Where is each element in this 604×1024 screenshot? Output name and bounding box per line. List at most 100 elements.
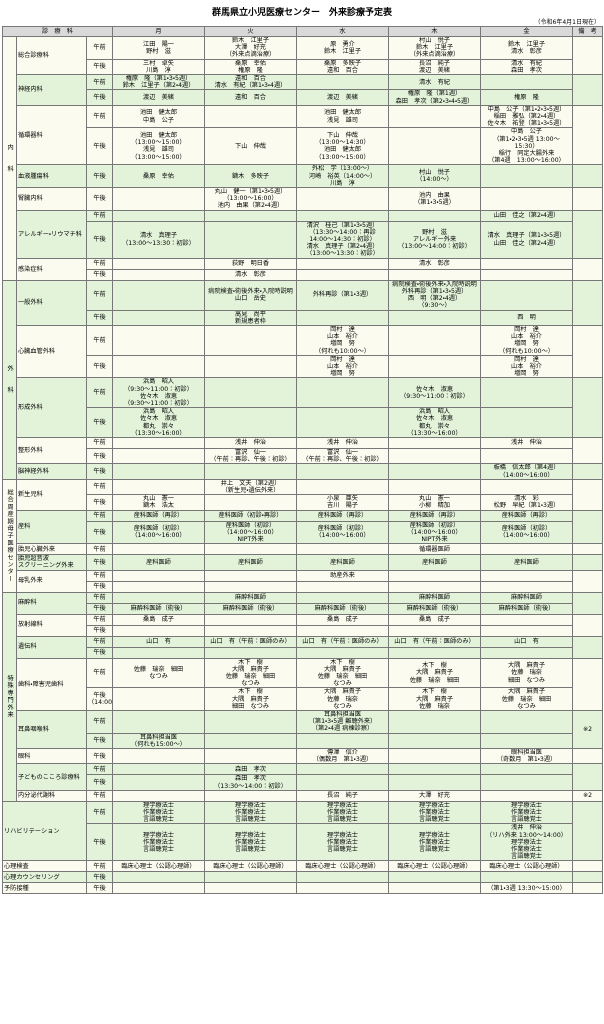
schedule-cell: 権原 隆 — [480, 89, 573, 106]
schedule-cell: 権原 隆（第1週） 森田 孝次（第2・3・4・5週） — [388, 89, 481, 106]
schedule-row: 内分泌代謝科 午前 長沼 純子 大澤 好充 ※2 — [3, 789, 603, 802]
schedule-cell: 産科医師（初診・再診） — [204, 509, 297, 522]
schedule-cell: 産科医師（初診） （14:00〜16:00） NIPT外来 — [388, 520, 481, 545]
schedule-cell — [388, 354, 481, 379]
schedule-cell — [388, 748, 481, 765]
schedule-cell: 麻酔科医師 — [480, 591, 573, 604]
schedule-cell — [296, 377, 389, 409]
schedule-cell — [112, 187, 205, 211]
schedule-cell: 臨床心理士（公認心理師） — [296, 860, 389, 873]
schedule-cell: 清水 有紀 — [388, 74, 481, 91]
remarks-cell — [572, 763, 603, 791]
session-time: 午後 — [86, 646, 113, 659]
schedule-cell — [112, 257, 205, 270]
schedule-cell — [296, 257, 389, 270]
schedule-cell — [296, 871, 389, 884]
session-time: 午前 — [86, 763, 113, 776]
session-time: 午前 — [86, 860, 113, 873]
schedule-cell — [204, 543, 297, 556]
remarks-cell — [572, 800, 603, 862]
schedule-cell — [112, 324, 205, 356]
session-time: 午後 — [86, 58, 113, 76]
schedule-cell: 循環器医師 — [388, 543, 481, 556]
schedule-cell: 清水 彰彦 — [388, 257, 481, 270]
schedule-cell — [112, 354, 205, 379]
schedule-cell: 木下 樹 大隅 麻貴子 佐藤 瑞奈 細田 — [388, 657, 481, 689]
schedule-row: 放射線科 午前 桑島 成子 桑島 成子 桑島 成子 — [3, 613, 603, 637]
remarks-cell — [572, 164, 603, 189]
schedule-cell — [204, 882, 297, 895]
schedule-cell: 鈴木 江里子 清水 彰彦 — [480, 36, 573, 60]
schedule-cell — [112, 436, 205, 449]
schedule-cell — [112, 774, 205, 791]
session-time: 午後 — [86, 89, 113, 106]
page-title: 群馬県立小児医療センター 外来診療予定表 — [211, 8, 392, 18]
session-time: 午後 — [86, 580, 113, 593]
schedule-cell: 遠和 百合 — [204, 89, 297, 106]
schedule-cell: 森田 孝次 — [204, 763, 297, 776]
schedule-cell: 江田 陽一 野村 滋 — [112, 36, 205, 60]
schedule-cell — [204, 209, 297, 222]
schedule-cell — [480, 187, 573, 211]
schedule-cell — [204, 710, 297, 734]
remarks-cell — [572, 279, 603, 326]
schedule-cell — [204, 407, 297, 438]
department-name: 内分泌代謝科 — [16, 789, 87, 802]
schedule-cell: 外科再診（第1・3週） — [296, 279, 389, 311]
schedule-cell — [112, 624, 205, 637]
session-time: 午前 — [86, 36, 113, 60]
schedule-cell — [480, 646, 573, 659]
schedule-cell: 清水 有紀 森田 孝次 — [480, 58, 573, 76]
schedule-cell: 村山 悦子 鈴木 江里子 （外来点滴治療） — [388, 36, 481, 60]
column-header: 火 — [204, 26, 297, 37]
schedule-row: 午後 耳鼻科担当医 （何れも15:00〜） — [3, 732, 603, 750]
department-name: 心理カウンセリング — [2, 871, 87, 884]
schedule-cell: 佐々木 淑恵 （9:30〜11:00：初診） — [388, 377, 481, 409]
schedule-cell: 産科医師（再診） — [388, 509, 481, 522]
department-name: 形成外科 — [16, 377, 87, 438]
session-time: 午後 （14:00〜） — [86, 687, 113, 712]
schedule-row: 心理カウンセリング 午後 — [2, 871, 603, 884]
header-row: 診 療 科月火水木金備 考 — [2, 26, 603, 37]
session-time: 午後 — [86, 164, 113, 189]
schedule-row: 心理検査 午前 臨床心理士（公認心理師） 臨床心理士（公認心理師） 臨床心理士（公認心理… — [2, 860, 603, 873]
department-name: 総合診療科 — [16, 35, 87, 76]
schedule-cell — [204, 104, 297, 129]
remarks-cell — [572, 860, 603, 873]
schedule-row: 午後 高見 尚平 新規患者枠 西 明 — [3, 309, 603, 326]
session-time: 午前 — [86, 657, 113, 689]
schedule-cell — [204, 748, 297, 765]
schedule-cell — [388, 763, 481, 776]
schedule-cell: 臨床心理士（公認心理師） — [112, 860, 205, 873]
department-name: リハビリテーション — [2, 800, 87, 862]
schedule-cell: 桑原 幸佑 権原 隆 — [204, 58, 297, 76]
session-time: 午後 — [86, 447, 113, 465]
schedule-cell: 木下 樹 大隅 麻貴子 佐藤 瑞奈 細田 なつみ — [204, 657, 297, 689]
schedule-cell: 理学療法士 作業療法士 言語聴覚士 — [112, 800, 205, 825]
schedule-cell — [204, 377, 297, 409]
session-time: 午後 — [86, 823, 113, 862]
schedule-cell — [388, 436, 481, 449]
schedule-cell: 岡村 達 山本 裕介 増岡 努 — [296, 354, 389, 379]
schedule-row: 形成外科 午前 浜島 昭人 （9:30〜11:00：初診） 佐々木 淑恵 （9:30… — [3, 377, 603, 438]
schedule-cell — [480, 763, 573, 776]
department-name: 一般外科 — [16, 279, 87, 326]
schedule-cell: 渡辺 美緒 — [296, 89, 389, 106]
schedule-cell: （第1・3週 13:30〜15:00） — [480, 882, 573, 895]
schedule-cell: 山田 佳之（第2・4週） — [480, 209, 573, 222]
department-name: 脳神経外科 — [16, 463, 87, 480]
session-time: 午後 — [86, 624, 113, 637]
schedule-cell: 桑島 成子 — [388, 613, 481, 626]
remarks-cell — [572, 209, 603, 259]
schedule-cell — [480, 164, 573, 189]
department-name: 心臓血管外科 — [16, 324, 87, 379]
schedule-cell: 小泉 亜矢 吉川 陽子 — [296, 494, 389, 511]
remarks-cell — [572, 377, 603, 438]
schedule-cell: 病院検査・術後外来・入院時説明 山口 岳史 — [204, 279, 297, 311]
column-header: 水 — [296, 26, 389, 37]
session-time: 午前 — [86, 436, 113, 449]
schedule-row: 腎臓内科 午後 丸山 健一（第1・3・5週） （13:00〜16:00） 池内 由果… — [3, 187, 603, 211]
schedule-row: 午後 理学療法士 作業療法士 言語聴覚士 理学療法士 作業療法士 言語聴覚士 理学療法… — [3, 823, 603, 862]
